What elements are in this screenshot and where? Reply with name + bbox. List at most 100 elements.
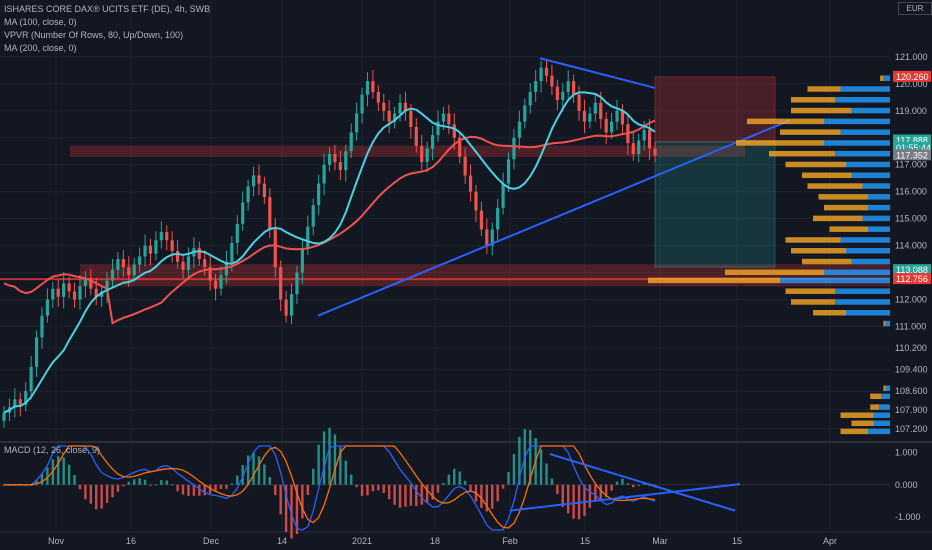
vpvr-bar-down <box>840 129 890 135</box>
macd-histogram-bar <box>236 475 239 485</box>
currency-badge[interactable]: EUR <box>898 2 932 15</box>
time-tick-label: Mar <box>652 536 668 546</box>
macd-histogram-bar <box>322 431 326 485</box>
candle-body <box>544 67 549 76</box>
candle-body <box>181 261 185 270</box>
macd-histogram-bar <box>610 484 613 491</box>
candle-body <box>94 288 98 297</box>
candle-body <box>279 267 283 300</box>
vpvr-bar-down <box>862 215 890 222</box>
candle-body <box>517 121 521 138</box>
candle-body <box>203 259 207 268</box>
indicator-vpvr-label[interactable]: VPVR (Number Of Rows, 80, Up/Down, 100) <box>4 30 184 40</box>
candle-body <box>403 102 408 111</box>
candle-body <box>398 102 402 114</box>
macd-histogram-bar <box>545 463 548 485</box>
candle-body <box>327 153 332 165</box>
candle-body <box>219 275 223 289</box>
vpvr-bar-up <box>747 118 824 125</box>
candle-body <box>555 86 559 101</box>
price-tick-label: 107.200 <box>895 424 928 434</box>
macd-histogram-bar <box>561 484 564 507</box>
price-tag-label: 117.888 <box>896 135 928 145</box>
macd-tick-label: 0.000 <box>895 480 918 490</box>
macd-histogram-bar <box>453 468 456 485</box>
candle-body <box>349 132 353 152</box>
macd-histogram-bar <box>138 478 141 485</box>
macd-histogram-bar <box>404 484 407 507</box>
macd-histogram-bar <box>246 455 250 485</box>
macd-histogram-bar <box>95 484 98 510</box>
macd-histogram-bar <box>344 460 347 485</box>
macd-tick-label: 1.000 <box>895 447 918 457</box>
candle-body <box>121 259 125 268</box>
macd-histogram-bar <box>40 473 44 485</box>
price-axis: 121.000120.000119.000118.000117.000116.0… <box>893 52 931 522</box>
candle-body <box>51 288 55 300</box>
price-tick-label: 114.000 <box>895 241 927 251</box>
candle-body <box>360 94 364 114</box>
vpvr-bar-up <box>824 204 868 211</box>
price-tick-label: 109.400 <box>895 365 928 375</box>
time-tick-label: Dec <box>203 536 220 546</box>
candle-body <box>154 240 158 254</box>
symbol-title[interactable]: ISHARES CORE DAX® UCITS ETF (DE), 4h, SW… <box>4 4 211 14</box>
macd-histogram-bar <box>567 484 570 514</box>
grid <box>0 0 890 530</box>
macd-histogram-bar <box>393 484 396 505</box>
candle-body <box>159 232 163 241</box>
macd-histogram-bar <box>436 484 440 493</box>
vpvr-bar-down <box>835 150 890 157</box>
vpvr-bar-down <box>879 404 890 410</box>
candle-body <box>176 251 180 262</box>
vpvr-bar-up <box>880 75 884 81</box>
candle-body <box>138 256 142 265</box>
macd-histogram-bar <box>127 481 130 485</box>
vpvr-bar-up <box>785 237 841 243</box>
time-tick-label: 15 <box>580 536 590 546</box>
indicator-ma200-label[interactable]: MA (200, close, 0) <box>4 43 77 53</box>
candle-body <box>604 118 608 133</box>
macd-histogram-bar <box>507 472 510 485</box>
candle-body <box>506 159 511 184</box>
candle-body <box>62 283 66 297</box>
candle-body <box>479 210 483 230</box>
vpvr-bar-up <box>870 404 879 410</box>
macd-histogram-bar <box>78 484 82 490</box>
macd-histogram-bar <box>387 484 391 500</box>
macd-histogram-bar <box>485 484 489 512</box>
macd-histogram-bar <box>615 481 619 485</box>
macd-legend[interactable]: MACD (12, 26, close, 9) <box>4 445 101 455</box>
candle-body <box>523 105 527 122</box>
vpvr-bar-up <box>648 277 780 284</box>
macd-histogram-bar <box>203 484 206 496</box>
vpvr-bar-up <box>818 194 868 200</box>
indicator-ma100-label[interactable]: MA (100, close, 0) <box>4 17 77 27</box>
candle-body <box>528 91 532 106</box>
macd-histogram-bar <box>116 484 120 492</box>
candle-body <box>376 91 380 103</box>
vpvr-bar-up <box>791 248 846 254</box>
price-tick-label: 121.000 <box>895 52 928 62</box>
candle-body <box>593 102 597 114</box>
candle-body <box>273 229 277 268</box>
candle-body <box>490 229 494 246</box>
macd-histogram-bar <box>176 484 179 492</box>
candle-body <box>441 113 446 122</box>
candle-body <box>474 191 478 211</box>
candle-body <box>170 240 174 251</box>
vpvr-bar-up <box>807 183 863 189</box>
macd-histogram-bar <box>491 484 494 509</box>
macd-histogram-bar <box>355 484 358 488</box>
ma100-line <box>3 91 656 414</box>
macd-histogram-bar <box>604 484 608 497</box>
vpvr-bar-down <box>824 140 890 146</box>
macd-histogram-bar <box>133 479 136 485</box>
macd-histogram-bar <box>122 484 125 487</box>
candle-body <box>165 232 169 241</box>
vpvr-bar-down <box>846 310 890 316</box>
candle-body <box>577 94 581 111</box>
candle-body <box>24 391 28 405</box>
macd-histogram-bar <box>377 484 380 491</box>
